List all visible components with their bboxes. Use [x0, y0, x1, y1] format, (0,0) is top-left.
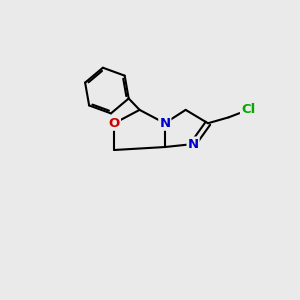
Text: N: N	[188, 138, 199, 151]
Text: O: O	[109, 117, 120, 130]
Text: Cl: Cl	[241, 103, 255, 116]
Text: N: N	[159, 117, 170, 130]
